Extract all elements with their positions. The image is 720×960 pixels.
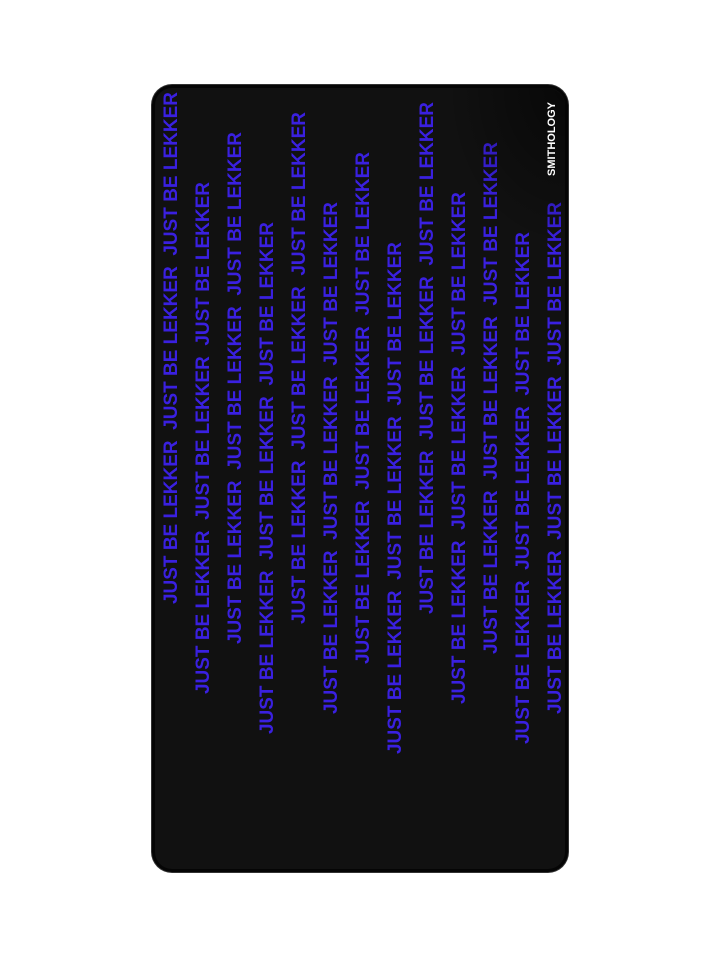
desk-mat: JUST BE LEKKER JUST BE LEKKER JUST BE LE… — [152, 85, 568, 872]
pattern-text: JUST BE LEKKER JUST BE LEKKER JUST BE LE… — [289, 112, 310, 625]
pattern-column: JUST BE LEKKER JUST BE LEKKER JUST BE LE… — [317, 92, 347, 714]
pattern-text: JUST BE LEKKER JUST BE LEKKER JUST BE LE… — [257, 222, 278, 735]
pattern-text: JUST BE LEKKER JUST BE LEKKER JUST BE LE… — [193, 182, 214, 695]
pattern-column: JUST BE LEKKER JUST BE LEKKER JUST BE LE… — [413, 92, 443, 614]
pattern-text: JUST BE LEKKER JUST BE LEKKER JUST BE LE… — [353, 152, 374, 665]
pattern-text: JUST BE LEKKER JUST BE LEKKER JUST BE LE… — [545, 202, 566, 715]
pattern-column: JUST BE LEKKER JUST BE LEKKER JUST BE LE… — [445, 92, 475, 704]
pattern-column: JUST BE LEKKER JUST BE LEKKER JUST BE LE… — [509, 92, 539, 744]
pattern-column: JUST BE LEKKER JUST BE LEKKER JUST BE LE… — [381, 92, 411, 754]
pattern-column: JUST BE LEKKER JUST BE LEKKER JUST BE LE… — [189, 92, 219, 694]
pattern-column: JUST BE LEKKER JUST BE LEKKER JUST BE LE… — [221, 92, 251, 644]
pattern-text: JUST BE LEKKER JUST BE LEKKER JUST BE LE… — [449, 192, 470, 705]
brand-logo: SMITHOLOGY — [546, 102, 558, 176]
pattern-text: JUST BE LEKKER JUST BE LEKKER JUST BE LE… — [321, 202, 342, 715]
pattern-text: JUST BE LEKKER JUST BE LEKKER JUST BE LE… — [385, 242, 406, 755]
pattern-column: JUST BE LEKKER JUST BE LEKKER JUST BE LE… — [477, 92, 507, 654]
pattern-column: JUST BE LEKKER JUST BE LEKKER JUST BE LE… — [157, 92, 187, 604]
pattern-column: JUST BE LEKKER JUST BE LEKKER JUST BE LE… — [541, 92, 571, 714]
pattern-column: JUST BE LEKKER JUST BE LEKKER JUST BE LE… — [253, 92, 283, 734]
pattern-text: JUST BE LEKKER JUST BE LEKKER JUST BE LE… — [417, 102, 438, 615]
pattern-text: JUST BE LEKKER JUST BE LEKKER JUST BE LE… — [225, 132, 246, 645]
pattern-text: JUST BE LEKKER JUST BE LEKKER JUST BE LE… — [481, 142, 502, 655]
pattern-column: JUST BE LEKKER JUST BE LEKKER JUST BE LE… — [349, 92, 379, 664]
pattern-text: JUST BE LEKKER JUST BE LEKKER JUST BE LE… — [161, 92, 182, 605]
pattern-column: JUST BE LEKKER JUST BE LEKKER JUST BE LE… — [285, 92, 315, 624]
pattern-text: JUST BE LEKKER JUST BE LEKKER JUST BE LE… — [513, 232, 534, 745]
